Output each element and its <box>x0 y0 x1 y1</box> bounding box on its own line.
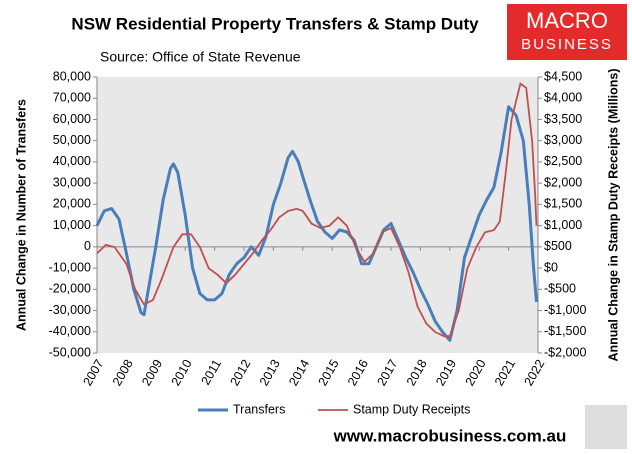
x-tick-label: 2019 <box>433 357 459 388</box>
y2-tick-label: $3,500 <box>544 112 582 126</box>
x-tick-label: 2009 <box>139 357 165 388</box>
x-tick-label: 2007 <box>80 357 106 388</box>
logo-box <box>507 4 627 60</box>
y-tick-label: 80,000 <box>53 69 91 83</box>
x-tick-label: 2012 <box>227 357 253 388</box>
x-tick-label: 2013 <box>257 357 283 388</box>
x-tick-label: 2018 <box>404 357 430 388</box>
x-tick-label: 2014 <box>286 357 312 388</box>
wolf-icon <box>585 405 627 449</box>
y2-tick-label: $0 <box>544 260 558 274</box>
x-tick-label: 2021 <box>492 357 518 388</box>
chart-title: NSW Residential Property Transfers & Sta… <box>71 14 479 33</box>
y2-tick-label: $2,500 <box>544 154 582 168</box>
plot-area <box>97 77 538 353</box>
y2-tick-label: -$500 <box>544 282 576 296</box>
y-tick-label: 20,000 <box>53 197 91 211</box>
y-axis-label: Annual Change in Number of Transfers <box>14 99 28 331</box>
y-tick-label: -40,000 <box>49 324 91 338</box>
y-tick-label: 40,000 <box>53 154 91 168</box>
series-line <box>95 105 538 342</box>
legend-label: Transfers <box>233 402 285 416</box>
x-tick-label: 2015 <box>316 357 342 388</box>
y-tick-label: 10,000 <box>53 218 91 232</box>
y2-tick-label: $4,000 <box>544 91 582 105</box>
x-tick-label: 2016 <box>345 357 371 388</box>
y2-tick-label: $500 <box>544 239 572 253</box>
y2-axis-label: Annual Change in Stamp Duty Receipts (Mi… <box>606 68 620 361</box>
x-tick-label: 2022 <box>521 357 547 388</box>
y-tick-label: -30,000 <box>49 303 91 317</box>
y2-tick-label: $4,500 <box>544 69 582 83</box>
x-tick-label: 2020 <box>463 357 489 388</box>
y2-tick-label: $1,000 <box>544 218 582 232</box>
y-tick-label: 60,000 <box>53 112 91 126</box>
x-tick-label: 2008 <box>110 357 136 388</box>
y2-tick-label: -$1,500 <box>544 324 586 338</box>
y2-tick-label: -$1,000 <box>544 303 586 317</box>
footer: www.macrobusiness.com.au <box>333 426 567 445</box>
y-tick-label: 30,000 <box>53 175 91 189</box>
y-tick-label: -20,000 <box>49 282 91 296</box>
x-tick-label: 2017 <box>374 357 400 388</box>
y-tick-label: 50,000 <box>53 133 91 147</box>
logo-text: BUSINESS <box>521 36 613 53</box>
y2-tick-label: $3,000 <box>544 133 582 147</box>
x-tick-label: 2010 <box>169 357 195 388</box>
y-tick-label: 0 <box>84 239 91 253</box>
chart-subtitle: Source: Office of State Revenue <box>100 49 301 65</box>
y-tick-label: 70,000 <box>53 91 91 105</box>
y2-tick-label: -$2,000 <box>544 345 586 359</box>
x-tick-label: 2011 <box>198 357 224 387</box>
logo-text: MACRO <box>526 8 608 33</box>
y2-tick-label: $1,500 <box>544 197 582 211</box>
y-tick-label: -10,000 <box>49 260 91 274</box>
y-tick-label: -50,000 <box>49 345 91 359</box>
series-line <box>96 82 538 338</box>
y2-tick-label: $2,000 <box>544 175 582 189</box>
legend-label: Stamp Duty Receipts <box>353 402 470 416</box>
